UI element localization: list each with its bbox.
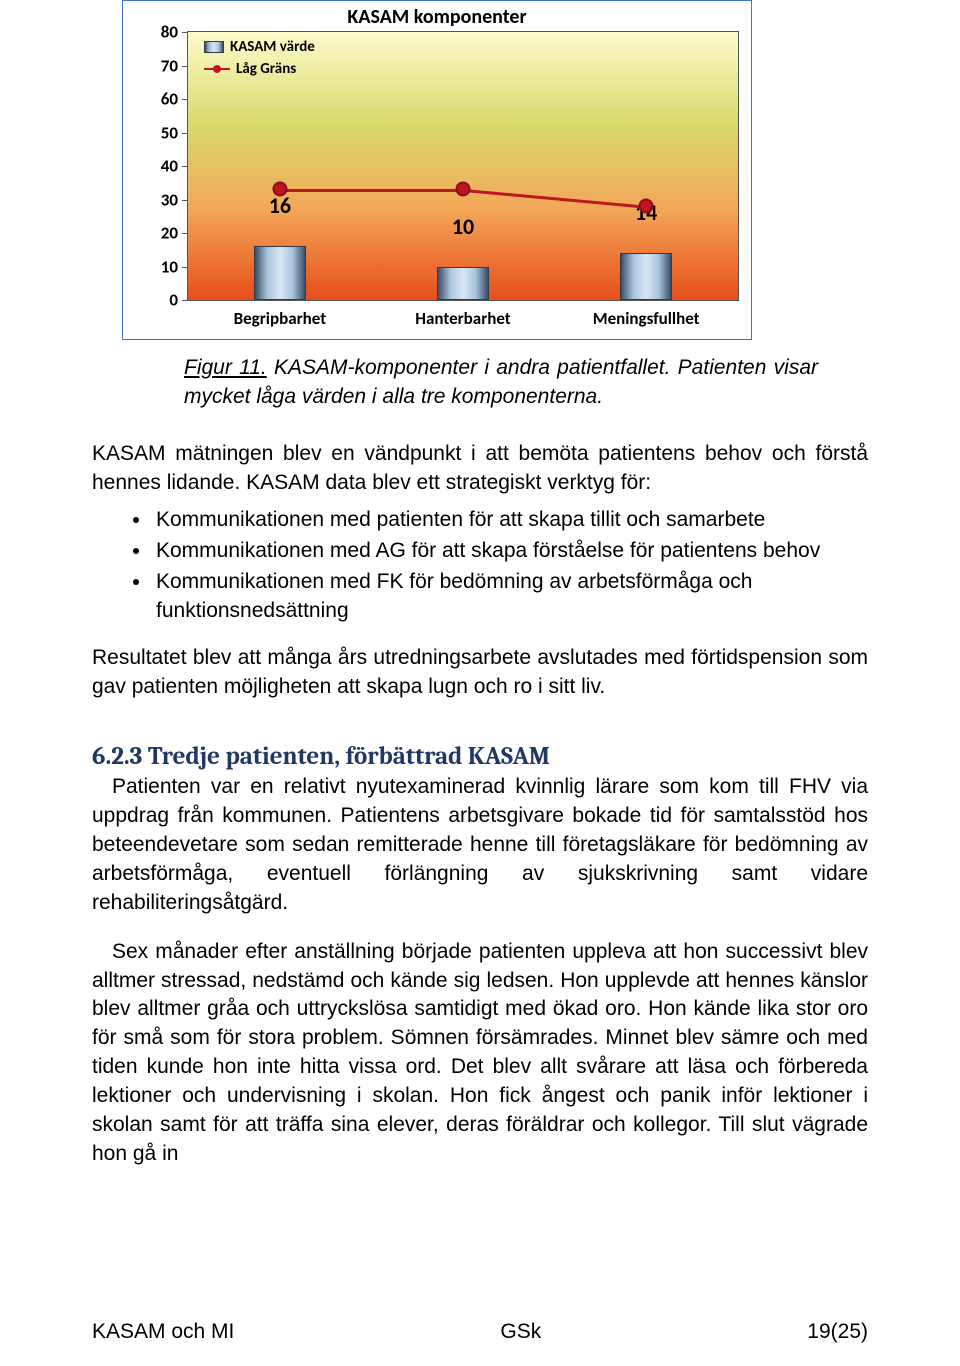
y-axis-label: 10 bbox=[161, 256, 178, 277]
figure-caption: Figur 11. KASAM-komponenter i andra pati… bbox=[184, 354, 818, 412]
footer-right: 19(25) bbox=[807, 1320, 868, 1344]
y-axis-label: 70 bbox=[161, 55, 178, 76]
y-axis-label: 30 bbox=[161, 189, 178, 210]
x-axis-label: Begripbarhet bbox=[234, 308, 327, 329]
paragraph-1: KASAM mätningen blev en vändpunkt i att … bbox=[92, 440, 868, 498]
x-axis-label: Meningsfullhet bbox=[593, 308, 700, 329]
paragraph-4: Sex månader efter anställning började pa… bbox=[92, 938, 868, 1170]
list-item: Kommunikationen med AG för att skapa för… bbox=[152, 537, 868, 566]
chart-line bbox=[280, 189, 464, 192]
chart-plot: 0102030405060708016Begripbarhet10Hanterb… bbox=[187, 31, 739, 301]
figure-caption-text: KASAM-komponenter i andra patientfallet.… bbox=[184, 356, 818, 408]
chart-bar bbox=[620, 253, 672, 300]
figure-number: Figur 11. bbox=[184, 356, 267, 379]
chart-bar bbox=[254, 246, 306, 300]
paragraph-2: Resultatet blev att många års utrednings… bbox=[92, 644, 868, 702]
y-axis-label: 60 bbox=[161, 89, 178, 110]
y-axis-label: 40 bbox=[161, 156, 178, 177]
x-axis-label: Hanterbarhet bbox=[415, 308, 510, 329]
page-footer: KASAM och MI GSk 19(25) bbox=[92, 1320, 868, 1344]
list-item: Kommunikationen med FK för bedömning av … bbox=[152, 568, 868, 626]
y-axis-label: 50 bbox=[161, 122, 178, 143]
paragraph-3: Patienten var en relativt nyutexaminerad… bbox=[92, 773, 868, 918]
bar-value-label: 10 bbox=[452, 213, 474, 240]
chart-marker bbox=[639, 199, 654, 214]
legend-kasam-varde: KASAM värde bbox=[204, 38, 315, 56]
footer-center: GSk bbox=[500, 1320, 541, 1344]
footer-left: KASAM och MI bbox=[92, 1320, 234, 1344]
legend-bar-label: KASAM värde bbox=[230, 38, 315, 56]
list-item: Kommunikationen med patienten för att sk… bbox=[152, 506, 868, 535]
y-axis-label: 0 bbox=[169, 290, 178, 311]
chart-title: KASAM komponenter bbox=[123, 5, 751, 29]
y-axis-label: 20 bbox=[161, 223, 178, 244]
bullet-list: Kommunikationen med patienten för att sk… bbox=[134, 506, 868, 626]
chart-marker bbox=[456, 182, 471, 197]
chart-bar bbox=[437, 267, 489, 301]
kasam-chart: KASAM komponenter 0102030405060708016Beg… bbox=[122, 0, 752, 340]
y-axis-label: 80 bbox=[161, 22, 178, 43]
legend-line-label: Låg Gräns bbox=[236, 60, 296, 78]
chart-marker bbox=[272, 182, 287, 197]
legend-lag-grans: Låg Gräns bbox=[204, 60, 296, 78]
section-heading: 6.2.3 Tredje patienten, förbättrad KASAM bbox=[92, 742, 868, 771]
